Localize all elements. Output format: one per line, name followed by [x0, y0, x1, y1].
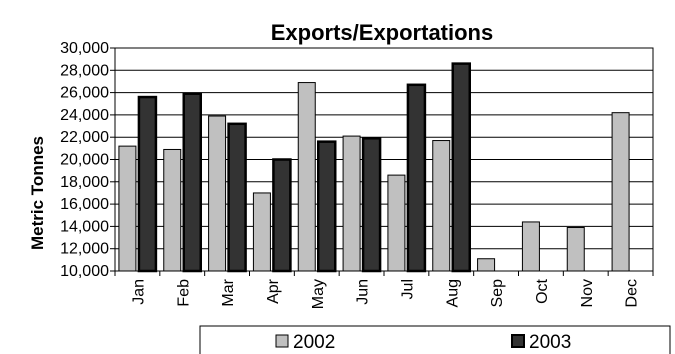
- y-tick-label: 16,000: [60, 196, 109, 213]
- legend-box: [199, 325, 671, 354]
- y-tick-label: 12,000: [60, 241, 109, 258]
- y-tick-label: 24,000: [60, 107, 109, 124]
- bar-2002-may: [297, 82, 316, 272]
- x-tick-label: Mar: [220, 278, 237, 306]
- bar-2003-aug: [451, 62, 471, 273]
- y-tick-label: 26,000: [60, 85, 109, 102]
- legend-label-2003: 2003: [529, 332, 571, 353]
- y-tick-label: 10,000: [60, 263, 109, 280]
- bar-2003-apr: [272, 158, 292, 273]
- y-tick-label: 28,000: [60, 62, 109, 79]
- y-tick-label: 20,000: [60, 152, 109, 169]
- bar-2003-may: [317, 140, 337, 273]
- y-axis-label: Metric Tonnes: [28, 136, 47, 250]
- y-tick-label: 22,000: [60, 129, 109, 146]
- x-tick-label: Jun: [355, 279, 372, 305]
- x-tick-label: Apr: [265, 278, 282, 304]
- bar-2002-feb: [163, 148, 182, 272]
- y-tick-label: 18,000: [60, 174, 109, 191]
- bar-2003-feb: [182, 92, 202, 273]
- bar-2002-sep: [477, 258, 496, 272]
- x-tick-label: Feb: [175, 279, 192, 307]
- bar-2002-mar: [208, 115, 227, 272]
- legend: 2002 2003: [199, 325, 671, 354]
- bar-2003-jun: [361, 137, 382, 273]
- y-tick-label: 14,000: [60, 218, 109, 235]
- bar-2002-jun: [342, 135, 361, 272]
- bar-2002-oct: [521, 221, 540, 272]
- bars: [118, 62, 630, 273]
- x-tick-label: Aug: [444, 279, 461, 307]
- bar-2002-aug: [432, 140, 451, 272]
- chart-title: Exports/Exportations: [271, 20, 493, 45]
- axes: [110, 47, 654, 276]
- bar-2003-jan: [137, 95, 158, 273]
- x-tick-label: Jul: [399, 279, 416, 299]
- bar-2002-jul: [387, 174, 406, 272]
- y-tick-labels: 10,000 12,000 14,000 16,000 18,000 20,000 22,0…: [60, 40, 109, 280]
- x-tick-label: Sep: [489, 279, 506, 308]
- bar-2002-dec: [611, 112, 630, 272]
- bar-2002-jan: [118, 145, 137, 272]
- y-tick-label: 30,000: [60, 40, 109, 57]
- x-tick-label: Jan: [130, 279, 147, 305]
- bar-2002-nov: [566, 227, 585, 272]
- x-tick-labels: Jan Feb Mar Apr May Jun Jul Aug Sep Oct Nov Dec: [130, 278, 640, 309]
- legend-label-2002: 2002: [293, 332, 335, 353]
- x-tick-label: Dec: [624, 279, 641, 307]
- x-tick-label: Oct: [534, 278, 551, 303]
- legend-swatch-2002: [275, 334, 289, 348]
- x-tick-label: Nov: [579, 279, 596, 307]
- bar-2003-mar: [227, 122, 247, 273]
- bar-2002-apr: [252, 192, 271, 272]
- legend-swatch-2003: [511, 334, 525, 348]
- x-tick-label: May: [310, 279, 327, 309]
- bar-2003-jul: [406, 83, 427, 273]
